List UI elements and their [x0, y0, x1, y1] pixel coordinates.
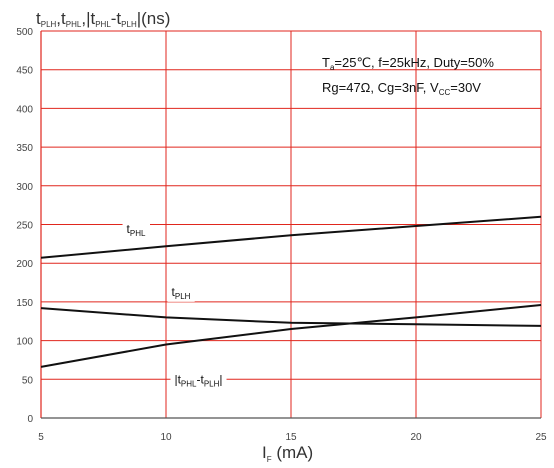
- series-label-diff: |tPHL-tPLH|: [170, 371, 227, 390]
- y-tick-label: 500: [16, 27, 33, 38]
- y-tick-label: 400: [16, 104, 33, 115]
- series-label-tplh: tPLH: [167, 283, 195, 302]
- y-tick-label: 350: [16, 143, 33, 154]
- chart-grid: [40, 30, 542, 419]
- y-tick-label: 300: [16, 182, 33, 193]
- tick-labels: 0 50 100 150 200 250 300 350 400 450 500 5 10 15 20 25: [16, 27, 547, 443]
- y-tick-label: 50: [22, 375, 34, 386]
- series-line-tplh: [40, 307, 542, 327]
- y-tick-label: 450: [16, 66, 33, 77]
- y-tick-label: 200: [16, 259, 33, 270]
- y-tick-label: 100: [16, 337, 33, 348]
- chart-series: [40, 215, 542, 368]
- x-tick-label: 5: [38, 432, 44, 443]
- conditions-line-1: Ta=25℃, f=25kHz, Duty=50%: [322, 55, 494, 72]
- x-tick-label: 15: [285, 432, 297, 443]
- series-line-diff: [40, 304, 542, 368]
- series-label-tphl: tPHL: [122, 221, 151, 240]
- y-axis-label: tPLH,tPHL,|tPHL-tPLH|(ns): [36, 9, 170, 29]
- conditions-line-2: Rg=47Ω, Cg=3nF, VCC=30V: [322, 80, 481, 97]
- y-tick-label: 0: [27, 414, 33, 425]
- series-label-text: |tPHL-tPLH|: [174, 372, 222, 388]
- series-label-text: tPLH: [172, 285, 191, 301]
- series-label-bg: [170, 371, 227, 390]
- series-label-text: tPHL: [127, 222, 146, 238]
- x-tick-label: 25: [535, 432, 547, 443]
- series-line-tphl: [40, 215, 542, 259]
- series-label-bg: [122, 221, 151, 240]
- x-axis-label: IF (mA): [262, 443, 313, 464]
- series-label-bg: [167, 283, 195, 302]
- x-tick-label: 10: [160, 432, 172, 443]
- series-labels: tPHL tPLH |tPHL-tPLH|: [122, 221, 227, 390]
- x-tick-label: 20: [410, 432, 422, 443]
- y-tick-label: 150: [16, 298, 33, 309]
- y-tick-label: 250: [16, 221, 33, 232]
